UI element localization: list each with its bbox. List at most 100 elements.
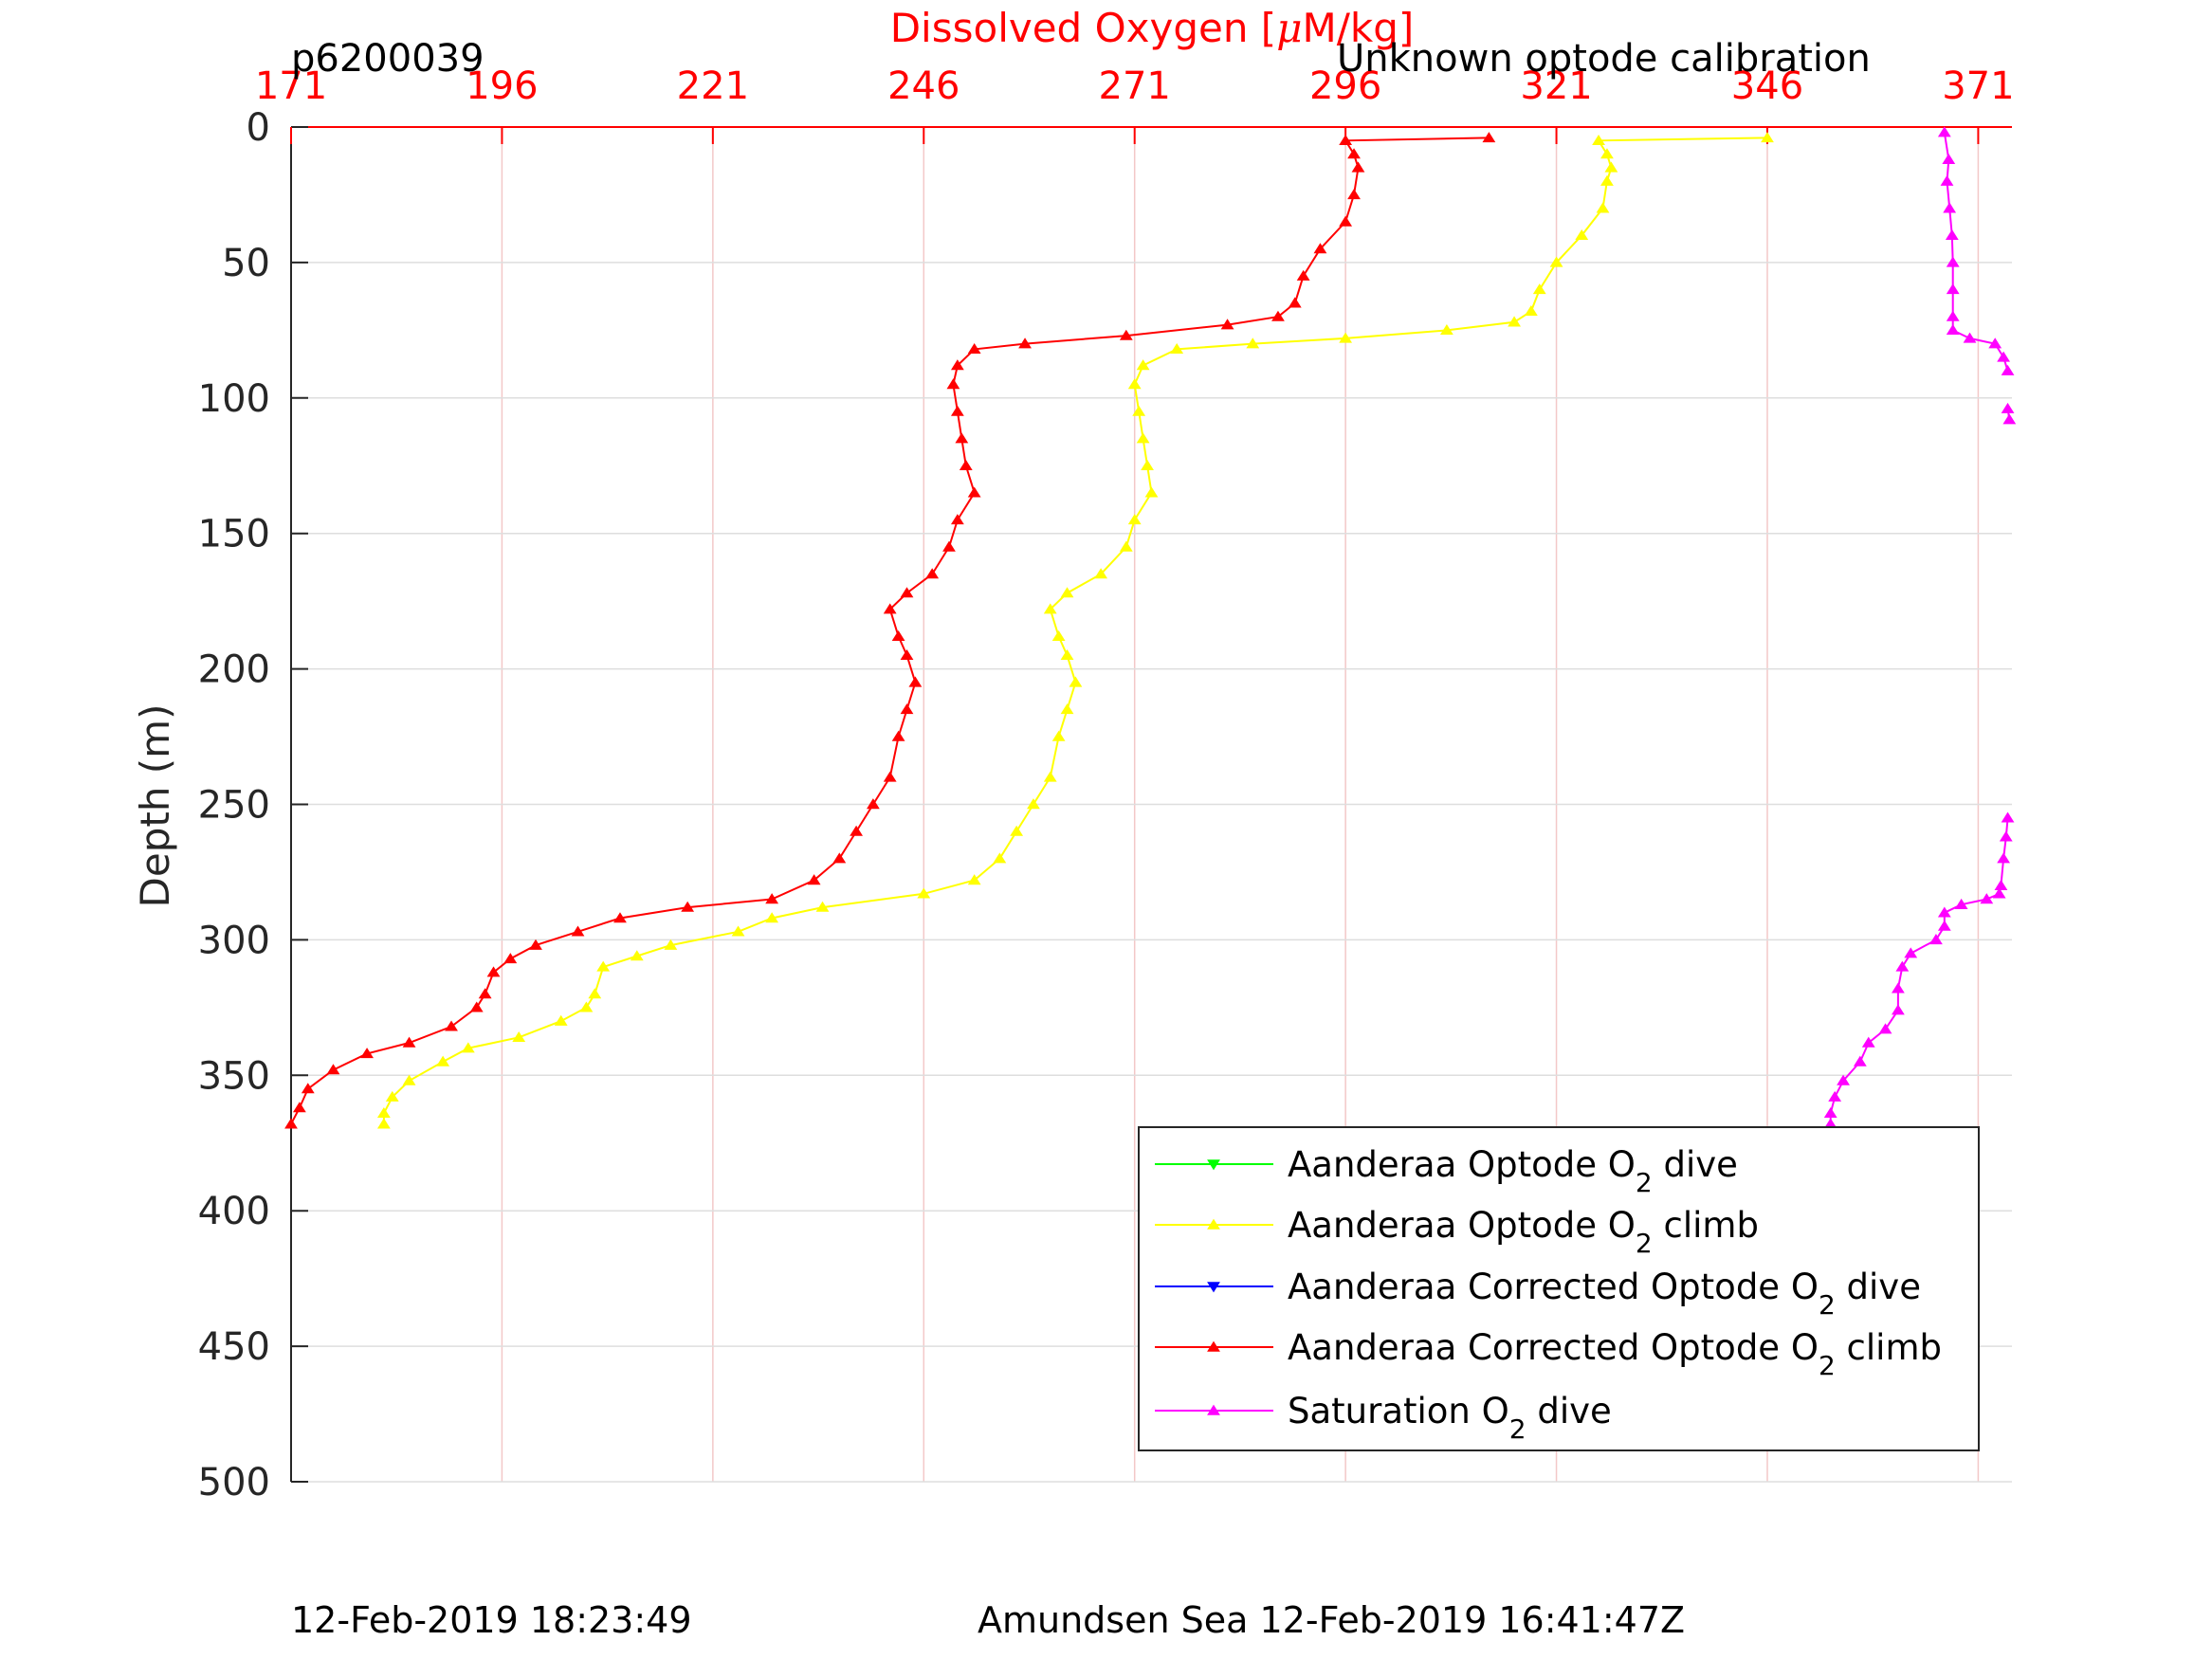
top-axis-title: Dissolved Oxygen [μM/kg] (890, 5, 1415, 51)
data-point (1482, 132, 1496, 143)
x-tick-label: 371 (1942, 64, 2014, 108)
data-point (445, 1020, 458, 1031)
data-point (681, 901, 695, 912)
data-point (1347, 148, 1361, 159)
footer-timestamp: 12-Feb-2019 18:23:49 (291, 1599, 692, 1641)
data-point (402, 1036, 416, 1048)
data-point (1010, 825, 1024, 836)
x-tick-label: 321 (1520, 64, 1592, 108)
data-point (1144, 486, 1159, 498)
data-point (946, 378, 960, 390)
data-point (1904, 947, 1918, 958)
axes: 0 50 100 150 200 250 300 350 400 450 500 171 196 221 2… (198, 64, 2015, 1504)
data-point (1828, 1090, 1842, 1102)
data-point (1942, 153, 1956, 164)
data-point (900, 648, 914, 661)
data-point (955, 432, 969, 444)
y-tick-label: 400 (198, 1190, 270, 1233)
data-point (883, 771, 897, 782)
data-point (866, 798, 880, 810)
data-point (630, 950, 644, 961)
data-point (376, 1106, 391, 1119)
data-point (1069, 676, 1083, 687)
data-point (376, 1118, 391, 1129)
data-point (385, 1090, 399, 1102)
data-point (503, 953, 518, 964)
data-point (900, 587, 914, 598)
data-point (1997, 351, 2011, 362)
data-point (967, 343, 981, 355)
legend-item: Aanderaa Optode O2 climb (1155, 1205, 1759, 1259)
data-point (1339, 215, 1353, 227)
data-point (1937, 126, 1951, 137)
data-point (529, 939, 542, 950)
data-point (1119, 540, 1133, 552)
data-point (1060, 648, 1074, 661)
data-point (512, 1030, 526, 1042)
series (284, 126, 2017, 1129)
data-point (1988, 337, 2002, 349)
legend-label: Aanderaa Corrected Optode O2 dive (1288, 1267, 1921, 1321)
legend-item: Aanderaa Corrected Optode O2 climb (1155, 1327, 1942, 1381)
legend-label: Aanderaa Optode O2 climb (1288, 1205, 1759, 1259)
y-tick-label: 200 (198, 648, 270, 692)
data-point (925, 568, 940, 579)
data-point (807, 874, 821, 885)
y-tick-label: 300 (198, 919, 270, 962)
data-point (1837, 1074, 1850, 1085)
data-point (967, 874, 981, 885)
y-tick-label: 50 (222, 242, 270, 285)
data-point (1980, 893, 1994, 904)
data-point (402, 1074, 416, 1085)
data-point (596, 960, 611, 972)
x-tick-label: 171 (255, 64, 327, 108)
y-tick-label: 100 (198, 377, 270, 421)
y-tick-label: 350 (198, 1054, 270, 1098)
y-tick-label: 150 (198, 513, 270, 556)
data-point (1220, 319, 1234, 330)
data-point (815, 901, 830, 912)
glider-id: p6200039 (291, 37, 484, 81)
data-point (1891, 1004, 1905, 1015)
data-point (1119, 329, 1133, 340)
data-point (1043, 771, 1057, 782)
data-point (1946, 283, 1960, 295)
legend-swatch-marker (1207, 1218, 1220, 1230)
data-point (1946, 310, 1960, 321)
data-point (1127, 514, 1142, 525)
y-tick-label: 450 (198, 1325, 270, 1369)
data-point (1060, 703, 1074, 715)
data-point (967, 486, 981, 498)
legend-item: Aanderaa Corrected Optode O2 dive (1155, 1267, 1921, 1321)
data-point (908, 676, 923, 687)
x-tick-label: 221 (677, 64, 749, 108)
data-point (1895, 960, 1910, 972)
data-point (1532, 283, 1546, 295)
data-point (1132, 405, 1146, 416)
data-point (554, 1014, 568, 1026)
data-point (486, 966, 501, 977)
data-point (1592, 134, 1605, 145)
legend-label: Aanderaa Corrected Optode O2 climb (1288, 1327, 1942, 1381)
data-point (1060, 587, 1074, 598)
data-point (1999, 830, 2013, 842)
data-point (2001, 402, 2015, 413)
data-point (2002, 413, 2017, 425)
data-point (950, 514, 964, 525)
data-point (2001, 364, 2015, 375)
data-point (301, 1083, 315, 1094)
data-point (1994, 879, 2008, 890)
data-point (436, 1055, 450, 1066)
data-point (1946, 256, 1960, 267)
data-point (900, 703, 914, 715)
data-point (1051, 730, 1066, 741)
data-point (1823, 1106, 1837, 1119)
data-point (1508, 316, 1521, 327)
y-axis-title: Depth (m) (132, 704, 178, 908)
series-0 (376, 132, 1774, 1129)
data-point (1600, 148, 1614, 159)
legend-swatch-marker (1207, 1404, 1220, 1415)
data-point (664, 939, 678, 950)
data-point (1937, 906, 1951, 918)
